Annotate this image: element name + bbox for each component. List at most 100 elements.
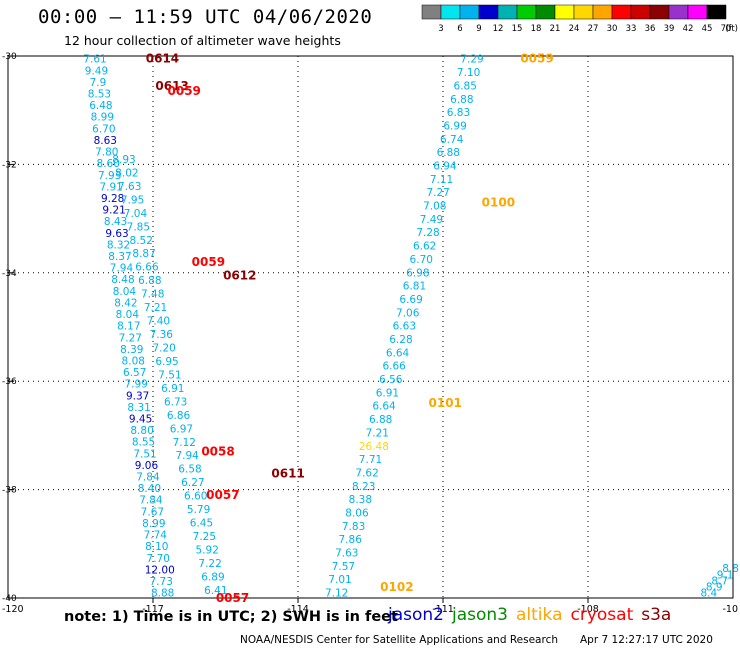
wave-height-value: 6.64 (372, 401, 396, 413)
wave-height-value: 6.94 (433, 160, 457, 172)
wave-height-value: 6.91 (161, 383, 184, 395)
wave-height-value: 7.20 (152, 342, 175, 354)
x-tick-label: -114 (287, 604, 309, 615)
wave-height-value: 9.06 (135, 460, 159, 472)
satellite-legend: jason2 jason3 altika cryosat s3a (388, 605, 679, 625)
color-scale-label: 36 (645, 24, 656, 34)
wave-height-value: 7.80 (95, 147, 118, 159)
wave-height-value: 6.70 (92, 123, 115, 135)
wave-height-value: 8.43 (104, 216, 127, 228)
pass-time-label: 0613 (155, 79, 188, 93)
pass-time-label: 0059 (520, 52, 553, 66)
wave-height-value: 8.48 (111, 274, 134, 286)
wave-height-value: 7.86 (339, 534, 363, 546)
wave-height-value: 6.69 (399, 294, 422, 306)
wave-height-value: 7.40 (147, 316, 170, 328)
color-scale-label: 33 (626, 24, 637, 34)
wave-height-value: 6.57 (123, 367, 146, 379)
wave-height-value: 8.38 (349, 494, 372, 506)
pass-time-label: 0059 (168, 84, 201, 98)
wave-height-value: 7.95 (121, 194, 144, 206)
wave-height-value: 8.99 (91, 112, 114, 124)
wave-height-value: 6.85 (454, 80, 477, 92)
wave-height-value: 7.63 (335, 548, 358, 560)
wave-height-value: 8.08 (122, 355, 145, 367)
chart-subtitle: 12 hour collection of altimeter wave hei… (64, 33, 341, 48)
pass-time-label: 0057 (216, 591, 249, 605)
wave-height-value: 7.51 (133, 448, 156, 460)
wave-height-value: 8.31 (127, 402, 150, 414)
wave-height-value: 6.60 (184, 491, 207, 503)
wave-height-value: 6.73 (164, 396, 187, 408)
wave-height-value: 7.21 (366, 427, 389, 439)
wave-height-value: 8.42 (114, 297, 137, 309)
wave-height-value: 8.4 (700, 588, 717, 600)
wave-height-value: 6.99 (443, 120, 466, 132)
y-tick-label: -38 (2, 486, 17, 496)
wave-height-value: 8.23 (352, 481, 375, 493)
wave-height-value: 8.53 (88, 89, 111, 101)
wave-height-value: 6.45 (190, 518, 213, 530)
wave-height-value: 8.63 (94, 135, 117, 147)
wave-height-value: 6.88 (138, 275, 161, 287)
color-scale-label: 3 (438, 24, 443, 34)
wave-height-value: 8.9 (706, 581, 723, 593)
wave-height-value: 6.28 (389, 334, 412, 346)
wave-height-value: 7.62 (355, 467, 378, 479)
color-scale-bar: 3 6 9 12 15 18 21 24 27 30 33 36 39 42 45 70(ft) (421, 4, 738, 34)
wave-height-value: 6.88 (450, 94, 473, 106)
x-tick-label: -111 (432, 604, 454, 615)
wave-height-value: 7.61 (83, 54, 106, 66)
wave-height-value: 7.57 (332, 561, 355, 573)
wave-height-value: 6.95 (155, 356, 178, 368)
x-end-label: -120 (2, 604, 24, 615)
color-scale-label: 27 (588, 24, 599, 34)
legend-entry-jason3: jason3 (452, 605, 508, 625)
wave-height-value: 6.27 (181, 477, 204, 489)
color-swatch (706, 4, 727, 20)
wave-height-value: 7.36 (150, 329, 174, 341)
wave-height-value: 8.80 (130, 425, 153, 437)
wave-height-value: 7.28 (416, 227, 439, 239)
wave-height-value: 7.10 (457, 67, 480, 79)
wave-height-value: 6.81 (403, 281, 426, 293)
wave-height-value: 8.39 (120, 344, 143, 356)
wave-height-value: 7.73 (150, 576, 173, 588)
wave-height-value: 7.99 (124, 379, 147, 391)
color-scale-unit: (ft) (725, 24, 738, 34)
wave-height-value: 6.83 (447, 107, 470, 119)
wave-height-value: 6.88 (437, 147, 460, 159)
chart-title: 00:00 – 11:59 UTC 04/06/2020 (38, 6, 373, 28)
wave-height-value: 7.04 (124, 208, 148, 220)
pass-time-label: 0059 (192, 255, 225, 269)
wave-height-value: 6.86 (167, 410, 191, 422)
wave-height-value: 9.1 (717, 569, 734, 581)
legend-entry-jason2: jason2 (388, 605, 444, 625)
color-scale-label: 9 (476, 24, 481, 34)
wave-height-value: 8.37 (108, 251, 131, 263)
wave-height-value: 6.56 (379, 374, 403, 386)
wave-height-value: 7.06 (396, 307, 420, 319)
wave-height-value: 7.70 (147, 553, 170, 565)
pass-time-label: 0101 (429, 396, 462, 410)
legend-entry-s3a: s3a (641, 605, 672, 625)
wave-height-value: 7.12 (173, 437, 196, 449)
wave-height-value: 8.32 (107, 239, 130, 251)
color-scale-label: 45 (702, 24, 713, 34)
wave-height-value: 5.79 (187, 504, 210, 516)
wave-height-value: 7.12 (325, 588, 348, 600)
wave-height-value: 8.06 (345, 507, 369, 519)
wave-height-value: 7.08 (423, 201, 446, 213)
color-scale-label: 21 (550, 24, 561, 34)
wave-height-value: 8.02 (115, 167, 138, 179)
wave-height-value: 7.74 (144, 530, 168, 542)
wave-height-value: 6.64 (386, 347, 410, 359)
wave-height-value: 9.37 (126, 390, 149, 402)
timestamp-text: Apr 7 12:27:17 UTC 2020 (580, 634, 713, 646)
wave-height-value: 7.83 (342, 521, 365, 533)
wave-height-value: 6.70 (410, 254, 433, 266)
wave-height-value: 5.92 (196, 544, 219, 556)
pass-time-label: 0057 (206, 488, 239, 502)
color-scale-label: 12 (493, 24, 504, 34)
